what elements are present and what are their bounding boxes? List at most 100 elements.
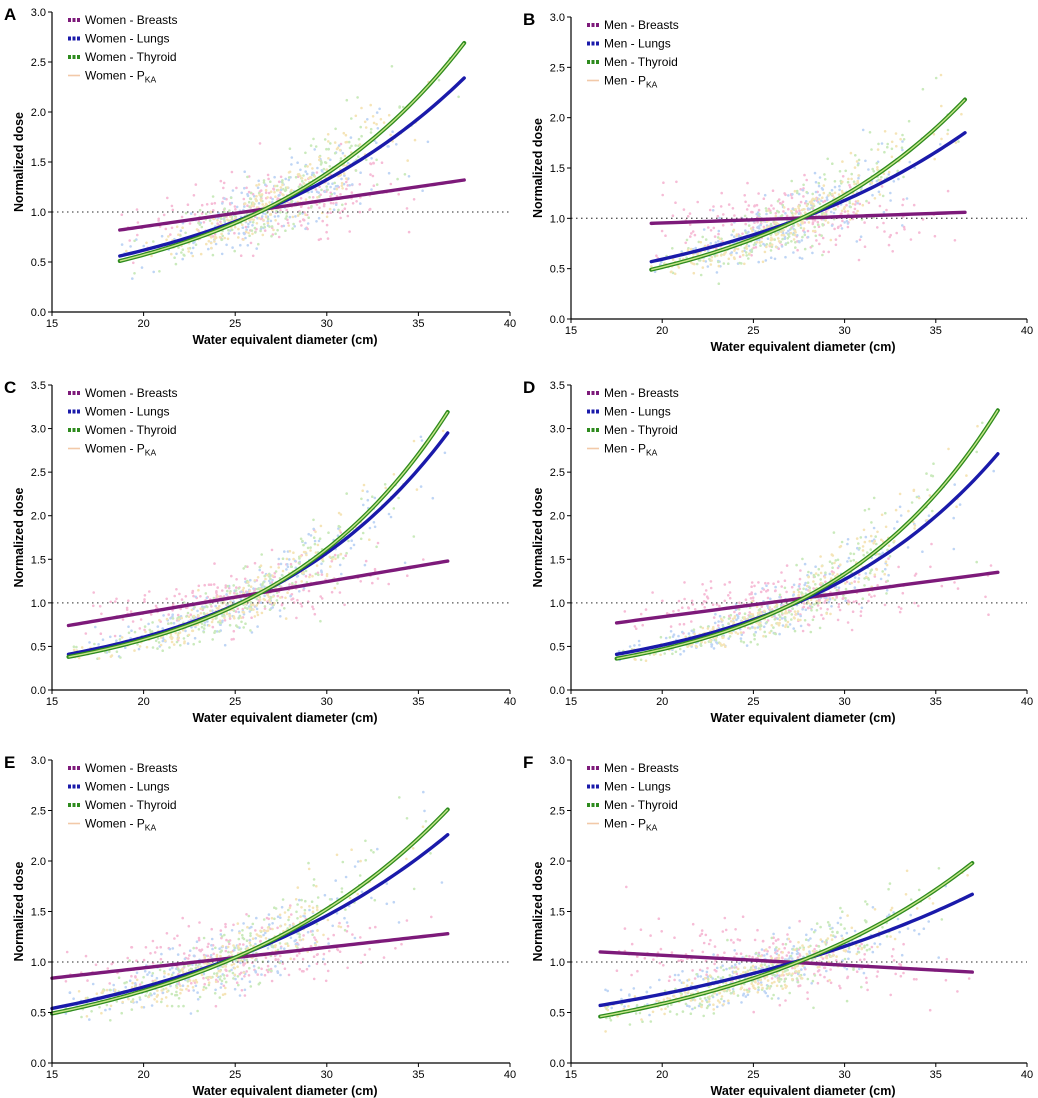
- scatter-point-lungs: [192, 989, 195, 992]
- scatter-point-lungs: [274, 965, 277, 968]
- scatter-point-pka: [163, 972, 166, 975]
- scatter-point-lungs: [892, 180, 896, 183]
- scatter-point-pka: [263, 598, 267, 602]
- scatter-point-breasts: [898, 962, 901, 966]
- scatter-point-lungs: [953, 483, 956, 486]
- scatter-point-pka: [829, 577, 833, 580]
- scatter-point-thyroid: [204, 212, 208, 215]
- scatter-point-pka: [841, 160, 844, 163]
- scatter-point-pka: [166, 1004, 169, 1008]
- scatter-point-thyroid: [161, 649, 164, 652]
- scatter-point-thyroid: [170, 621, 173, 625]
- scatter-point-thyroid: [910, 501, 914, 504]
- scatter-point-lungs: [190, 251, 193, 255]
- scatter-point-thyroid: [347, 539, 350, 543]
- scatter-point-breasts: [806, 606, 810, 610]
- scatter-point-breasts: [801, 629, 805, 633]
- scatter-point-pka: [277, 566, 281, 569]
- scatter-point-thyroid: [747, 257, 750, 260]
- scatter-point-lungs: [370, 188, 373, 191]
- scatter-point-thyroid: [192, 946, 195, 950]
- scatter-point-thyroid: [156, 637, 160, 640]
- scatter-point-pka: [256, 576, 260, 579]
- scatter-point-pka: [372, 121, 376, 125]
- scatter-point-thyroid: [791, 607, 794, 610]
- scatter-point-breasts: [84, 954, 88, 958]
- scatter-point-breasts: [743, 194, 746, 197]
- scatter-point-thyroid: [881, 570, 884, 573]
- scatter-point-thyroid: [310, 900, 314, 903]
- scatter-point-thyroid: [369, 849, 373, 852]
- scatter-point-lungs: [234, 977, 237, 981]
- scatter-point-thyroid: [790, 613, 794, 616]
- scatter-point-pka: [333, 586, 337, 590]
- scatter-point-lungs: [776, 617, 779, 620]
- scatter-point-thyroid: [773, 618, 777, 621]
- scatter-point-pka: [140, 1005, 144, 1009]
- scatter-point-lungs: [179, 229, 183, 232]
- scatter-point-pka: [841, 180, 844, 184]
- scatter-point-lungs: [304, 541, 307, 545]
- scatter-point-lungs: [271, 578, 274, 582]
- scatter-point-pka: [693, 262, 696, 266]
- scatter-point-lungs: [350, 539, 354, 542]
- scatter-point-breasts: [865, 976, 868, 980]
- scatter-point-thyroid: [177, 246, 180, 249]
- scatter-point-breasts: [382, 956, 386, 959]
- scatter-point-breasts: [319, 595, 323, 598]
- scatter-point-pka: [814, 197, 817, 201]
- scatter-point-thyroid: [185, 615, 188, 618]
- scatter-point-lungs: [196, 991, 199, 994]
- scatter-point-breasts: [715, 603, 719, 606]
- scatter-point-breasts: [345, 187, 348, 191]
- scatter-point-thyroid: [183, 601, 186, 604]
- scatter-point-breasts: [903, 228, 906, 231]
- scatter-point-breasts: [727, 594, 730, 597]
- scatter-point-pka: [274, 219, 277, 222]
- scatter-point-thyroid: [371, 495, 374, 499]
- scatter-point-pka: [354, 114, 358, 118]
- scatter-point-breasts: [744, 200, 747, 204]
- scatter-point-pka: [758, 610, 762, 614]
- legend-label-pka: Women - PKA: [85, 69, 156, 85]
- scatter-point-pka: [644, 659, 648, 662]
- scatter-point-breasts: [207, 583, 211, 586]
- scatter-point-thyroid: [255, 597, 259, 601]
- scatter-point-lungs: [773, 257, 777, 261]
- scatter-point-thyroid: [201, 607, 205, 610]
- scatter-point-breasts: [368, 926, 372, 930]
- scatter-point-thyroid: [236, 975, 240, 978]
- scatter-point-breasts: [295, 954, 299, 957]
- scatter-point-thyroid: [242, 626, 245, 629]
- scatter-point-thyroid: [262, 223, 266, 226]
- scatter-point-lungs: [221, 202, 224, 205]
- scatter-point-thyroid: [313, 542, 317, 546]
- scatter-point-thyroid: [692, 628, 696, 631]
- scatter-point-breasts: [701, 950, 705, 954]
- scatter-point-pka: [72, 648, 76, 652]
- scatter-point-pka: [389, 133, 392, 137]
- scatter-point-lungs: [271, 922, 274, 925]
- scatter-point-thyroid: [221, 234, 224, 238]
- scatter-point-thyroid: [896, 169, 899, 173]
- scatter-point-breasts: [766, 619, 770, 622]
- scatter-point-lungs: [277, 214, 280, 218]
- scatter-point-pka: [827, 194, 830, 197]
- scatter-point-pka: [211, 618, 215, 621]
- scatter-point-pka: [790, 209, 793, 213]
- scatter-point-lungs: [800, 257, 804, 260]
- scatter-point-pka: [882, 172, 886, 175]
- scatter-point-breasts: [216, 586, 219, 589]
- scatter-point-thyroid: [270, 225, 274, 228]
- scatter-point-breasts: [344, 554, 348, 557]
- scatter-point-pka: [413, 138, 417, 142]
- scatter-point-thyroid: [241, 936, 245, 940]
- scatter-point-thyroid: [884, 511, 887, 515]
- scatter-point-lungs: [385, 902, 389, 906]
- scatter-point-pka: [722, 643, 726, 646]
- legend-label-thyroid: Men - Thyroid: [604, 423, 678, 437]
- scatter-point-lungs: [153, 992, 156, 995]
- scatter-point-thyroid: [244, 565, 247, 568]
- scatter-point-pka: [719, 254, 723, 257]
- scatter-point-thyroid: [248, 205, 251, 208]
